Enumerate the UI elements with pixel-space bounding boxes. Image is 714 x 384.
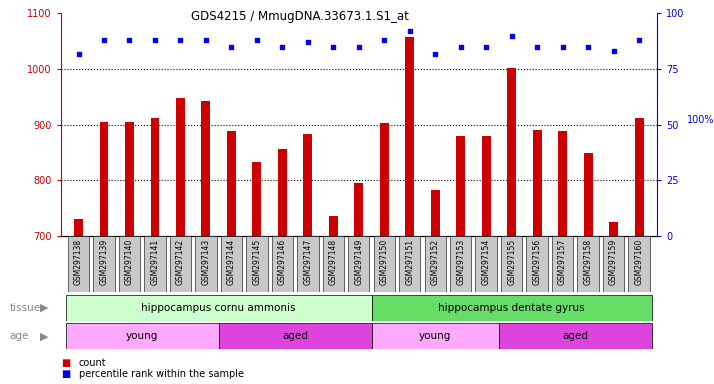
- FancyBboxPatch shape: [501, 236, 523, 292]
- Text: ■: ■: [61, 358, 70, 368]
- Text: ■: ■: [61, 369, 70, 379]
- FancyBboxPatch shape: [68, 236, 89, 292]
- Bar: [74, 220, 83, 236]
- Text: ▶: ▶: [40, 331, 49, 341]
- Bar: [380, 122, 388, 236]
- FancyBboxPatch shape: [119, 236, 140, 292]
- Text: count: count: [79, 358, 106, 368]
- Bar: [354, 183, 363, 236]
- Text: GSM297145: GSM297145: [252, 239, 261, 285]
- Text: GSM297146: GSM297146: [278, 239, 287, 285]
- Bar: [201, 101, 211, 236]
- FancyBboxPatch shape: [526, 236, 548, 292]
- FancyBboxPatch shape: [221, 236, 242, 292]
- FancyBboxPatch shape: [297, 236, 318, 292]
- Text: GSM297143: GSM297143: [201, 239, 211, 285]
- Text: young: young: [126, 331, 159, 341]
- Text: GSM297160: GSM297160: [635, 239, 643, 285]
- Y-axis label: 100%: 100%: [687, 115, 714, 125]
- Text: GSM297151: GSM297151: [406, 239, 414, 285]
- Text: GSM297147: GSM297147: [303, 239, 312, 285]
- Text: aged: aged: [282, 331, 308, 341]
- Bar: [176, 98, 185, 236]
- Text: hippocampus dentate gyrus: hippocampus dentate gyrus: [438, 303, 585, 313]
- FancyBboxPatch shape: [425, 236, 446, 292]
- Bar: [533, 130, 542, 236]
- Text: GSM297152: GSM297152: [431, 239, 440, 285]
- Bar: [482, 136, 491, 236]
- FancyBboxPatch shape: [66, 295, 371, 321]
- Bar: [609, 222, 618, 236]
- Bar: [151, 118, 159, 236]
- Text: GSM297153: GSM297153: [456, 239, 466, 285]
- Text: GSM297144: GSM297144: [227, 239, 236, 285]
- Text: GSM297139: GSM297139: [99, 239, 109, 285]
- FancyBboxPatch shape: [450, 236, 471, 292]
- Text: GSM297159: GSM297159: [609, 239, 618, 285]
- Text: GSM297158: GSM297158: [583, 239, 593, 285]
- FancyBboxPatch shape: [323, 236, 344, 292]
- FancyBboxPatch shape: [94, 236, 115, 292]
- FancyBboxPatch shape: [603, 236, 624, 292]
- Text: GSM297149: GSM297149: [354, 239, 363, 285]
- FancyBboxPatch shape: [246, 236, 268, 292]
- FancyBboxPatch shape: [371, 295, 652, 321]
- Bar: [329, 215, 338, 236]
- Bar: [507, 68, 516, 236]
- Text: GSM297148: GSM297148: [329, 239, 338, 285]
- Text: ▶: ▶: [40, 303, 49, 313]
- Text: GDS4215 / MmugDNA.33673.1.S1_at: GDS4215 / MmugDNA.33673.1.S1_at: [191, 10, 409, 23]
- FancyBboxPatch shape: [552, 236, 573, 292]
- Text: young: young: [419, 331, 451, 341]
- Text: age: age: [9, 331, 29, 341]
- Bar: [406, 37, 414, 236]
- FancyBboxPatch shape: [628, 236, 650, 292]
- Bar: [583, 153, 593, 236]
- Text: GSM297157: GSM297157: [558, 239, 567, 285]
- Bar: [558, 131, 567, 236]
- FancyBboxPatch shape: [499, 323, 652, 349]
- Text: aged: aged: [563, 331, 588, 341]
- Bar: [99, 122, 109, 236]
- Text: hippocampus cornu ammonis: hippocampus cornu ammonis: [141, 303, 296, 313]
- Bar: [278, 149, 287, 236]
- FancyBboxPatch shape: [476, 236, 497, 292]
- Text: GSM297140: GSM297140: [125, 239, 134, 285]
- Bar: [125, 122, 134, 236]
- FancyBboxPatch shape: [399, 236, 421, 292]
- Text: GSM297141: GSM297141: [151, 239, 159, 285]
- Bar: [456, 136, 465, 236]
- Text: GSM297155: GSM297155: [507, 239, 516, 285]
- Bar: [303, 134, 312, 236]
- Text: GSM297154: GSM297154: [482, 239, 491, 285]
- Text: GSM297156: GSM297156: [533, 239, 542, 285]
- FancyBboxPatch shape: [66, 323, 218, 349]
- Text: percentile rank within the sample: percentile rank within the sample: [79, 369, 243, 379]
- Text: tissue: tissue: [9, 303, 41, 313]
- Text: GSM297150: GSM297150: [380, 239, 388, 285]
- FancyBboxPatch shape: [218, 323, 371, 349]
- Text: GSM297142: GSM297142: [176, 239, 185, 285]
- FancyBboxPatch shape: [371, 323, 499, 349]
- FancyBboxPatch shape: [195, 236, 216, 292]
- Bar: [635, 118, 643, 236]
- Bar: [431, 190, 440, 236]
- FancyBboxPatch shape: [144, 236, 166, 292]
- Bar: [227, 131, 236, 236]
- FancyBboxPatch shape: [373, 236, 395, 292]
- FancyBboxPatch shape: [348, 236, 369, 292]
- FancyBboxPatch shape: [578, 236, 599, 292]
- FancyBboxPatch shape: [170, 236, 191, 292]
- Bar: [253, 162, 261, 236]
- FancyBboxPatch shape: [271, 236, 293, 292]
- Text: GSM297138: GSM297138: [74, 239, 83, 285]
